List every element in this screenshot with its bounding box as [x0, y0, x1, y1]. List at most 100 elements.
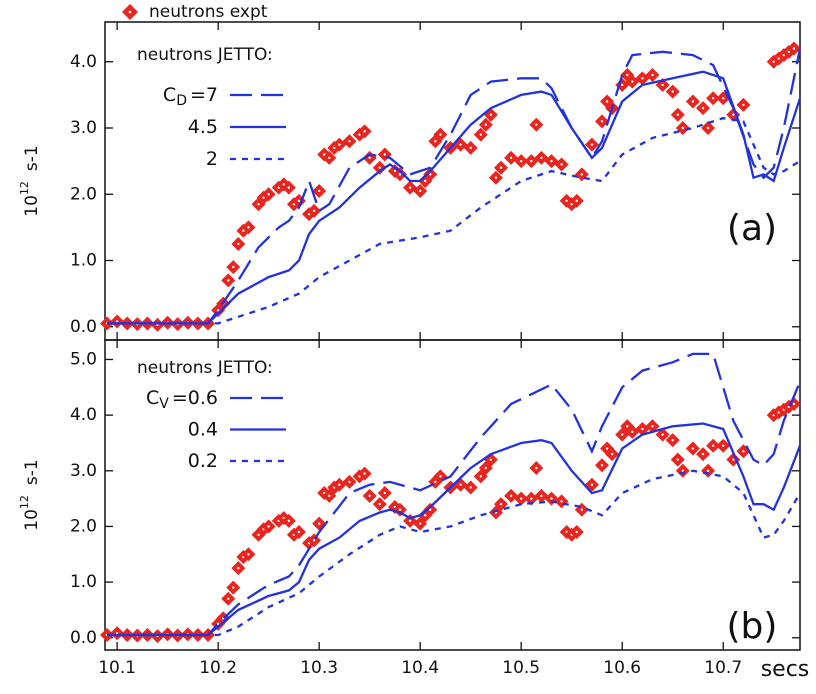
data-point-center: [732, 458, 735, 461]
data-point-center: [484, 466, 488, 470]
data-point-center: [621, 433, 624, 436]
data-point-center: [676, 113, 679, 116]
data-point-center: [641, 427, 644, 431]
data-point-center: [626, 425, 629, 428]
data-point-center: [681, 469, 685, 472]
data-point-center: [777, 57, 780, 60]
data-point-center: [590, 483, 594, 486]
data-point-center: [489, 458, 493, 461]
x-tick-label: 10.4: [401, 658, 439, 678]
legend-label: 4.5: [188, 116, 218, 138]
panel-label: (b): [727, 606, 778, 647]
data-point-center: [424, 179, 427, 183]
data-point-center: [287, 519, 291, 523]
data-point-center: [742, 103, 745, 107]
data-point-center: [408, 186, 412, 189]
data-point-center: [494, 176, 498, 179]
data-point-center: [333, 146, 336, 150]
y-tick-label: 2.0: [70, 184, 97, 204]
legend-marker-center: [128, 10, 132, 14]
data-point-center: [418, 189, 422, 193]
data-point-center: [418, 522, 422, 525]
data-point-center: [610, 452, 614, 456]
data-point-center: [328, 494, 331, 498]
y-tick-label: 1.0: [70, 572, 97, 592]
legend-label-text: 4.5: [188, 116, 218, 138]
data-point-center: [257, 202, 260, 206]
data-point-center: [691, 447, 695, 450]
data-point-center: [742, 450, 745, 453]
data-point-center: [792, 47, 796, 50]
data-point-center: [398, 508, 402, 511]
y-tick-label: 3.0: [70, 118, 97, 138]
legend-label: neutrons expt: [149, 2, 268, 22]
data-point-center: [368, 494, 371, 498]
data-point-center: [661, 83, 664, 87]
legend-label: CV =0.6: [146, 387, 218, 413]
legend-label: CD =7: [163, 84, 218, 110]
data-point-center: [484, 123, 488, 126]
legend-label: 0.2: [188, 450, 218, 472]
data-line: [107, 70, 802, 325]
y-label-exponent: 12: [18, 181, 31, 195]
data-point-center: [439, 133, 442, 136]
data-point-center: [383, 491, 387, 495]
x-tick-label: 10.7: [704, 658, 742, 678]
data-point-center: [732, 113, 735, 116]
data-point-center: [363, 130, 366, 133]
data-point-center: [540, 156, 543, 160]
data-point-center: [479, 133, 482, 136]
data-point-center: [378, 166, 381, 169]
y-tick-label: 4.0: [70, 405, 97, 425]
y-tick-label: 5.0: [70, 349, 97, 369]
data-point-center: [626, 73, 629, 77]
data-point-center: [348, 140, 351, 143]
data-line: [107, 422, 802, 637]
data-point-center: [530, 497, 533, 500]
x-tick-label: 10.6: [603, 658, 641, 678]
legend-label-text: 0.4: [188, 418, 218, 440]
data-point-center: [459, 483, 462, 486]
data-point-center: [519, 497, 523, 500]
data-point-center: [621, 83, 624, 87]
data-point-center: [691, 100, 695, 103]
legend-label-text: 0.2: [188, 450, 218, 472]
data-point-center: [469, 486, 472, 489]
legend-label-text: =7: [190, 84, 218, 106]
data-point-center: [570, 202, 573, 206]
data-point-center: [671, 438, 674, 442]
data-point-center: [282, 183, 286, 186]
data-point-center: [651, 73, 654, 77]
y-label-base: 10: [22, 509, 42, 531]
data-point-center: [242, 229, 245, 232]
legend-title: neutrons JETTO:: [137, 358, 273, 378]
data-point-center: [641, 77, 644, 80]
data-point-center: [489, 113, 493, 116]
data-point-center: [297, 199, 301, 203]
data-point-center: [722, 444, 725, 447]
legend-symbol: C: [146, 387, 159, 409]
data-point-center: [317, 189, 321, 193]
data-point-center: [328, 156, 331, 160]
data-point-center: [408, 519, 412, 523]
data-point-center: [565, 199, 568, 203]
data-point-center: [429, 173, 432, 176]
data-point-center: [499, 166, 503, 169]
data-point-center: [631, 430, 634, 434]
data-point-center: [519, 159, 523, 163]
data-point-center: [297, 530, 301, 534]
data-point-center: [701, 452, 705, 456]
y-axis-label: 1012 s-1: [18, 459, 42, 530]
legend-label-text: 2: [206, 148, 218, 170]
y-label-unit: s-1: [22, 145, 42, 171]
data-point-center: [580, 508, 584, 511]
data-point-center: [115, 320, 119, 323]
y-label-unit: s-1: [22, 459, 42, 485]
y-tick-label: 2.0: [70, 516, 97, 536]
data-point-center: [424, 514, 427, 517]
data-point-center: [560, 500, 563, 503]
data-point-center: [600, 120, 604, 123]
data-point-center: [262, 196, 265, 199]
data-point-center: [307, 212, 311, 216]
data-point-center: [257, 533, 260, 536]
